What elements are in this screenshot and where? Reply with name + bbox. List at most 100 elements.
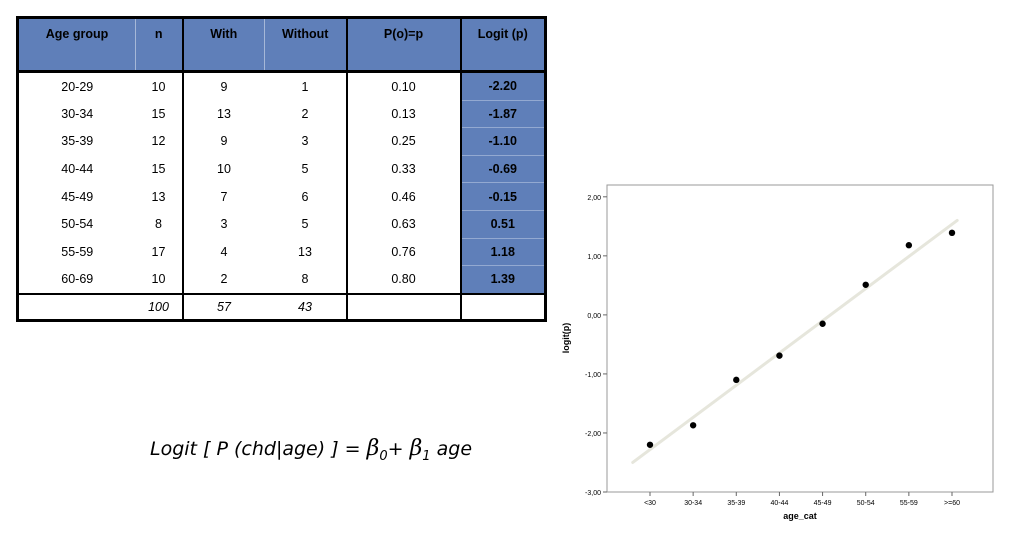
cell-logit: -1.10 xyxy=(459,127,546,156)
y-tick-label: 1,00 xyxy=(587,254,601,261)
x-tick-label: 45-49 xyxy=(814,500,832,507)
x-axis: <30 30-34 35-39 40-44 45-49 50-54 55-59 >=60 xyxy=(644,492,960,507)
total-n: 100 xyxy=(135,292,183,321)
cell-with: 10 xyxy=(181,155,265,183)
logit-scatter-chart: -3,00 -2,00 -1,00 0,00 1,00 2,00 <30 30-34 35-3… xyxy=(561,184,994,521)
cell-logit: -0.15 xyxy=(459,182,546,211)
cell-p: 0.25 xyxy=(345,127,461,156)
cell-without: 8 xyxy=(301,272,309,287)
cell-n: 15 xyxy=(151,162,166,177)
cell-n: 15 xyxy=(151,106,166,121)
cell-without: 13 xyxy=(298,244,312,259)
cell-with: 4 xyxy=(181,238,265,266)
cell-without: 1 xyxy=(301,79,309,94)
cell-p: 0.10 xyxy=(345,71,461,101)
totals-row: 100 57 43 xyxy=(17,292,546,321)
data-point xyxy=(776,352,783,359)
cell-age: 20-29 xyxy=(61,79,94,94)
header-without: Without xyxy=(264,17,347,73)
x-tick-label: 35-39 xyxy=(727,500,745,507)
total-age xyxy=(17,292,136,321)
cell-logit: 0.51 xyxy=(459,210,546,239)
cell-p: 0.63 xyxy=(345,210,461,239)
cell-age: 60-69 xyxy=(61,272,94,287)
cell-p: 0.13 xyxy=(345,100,461,128)
cell-with: 2 xyxy=(181,265,265,294)
cell-p: 0.80 xyxy=(345,265,461,294)
cell-logit: -2.20 xyxy=(459,71,546,101)
header-n: n xyxy=(135,17,183,73)
cell-without: 5 xyxy=(301,162,309,177)
cell-with: 9 xyxy=(181,127,265,156)
y-axis-label: logit(p) xyxy=(561,323,571,354)
total-with: 57 xyxy=(181,292,265,321)
table-row: 50-54 8 3 5 0.63 0.51 xyxy=(18,210,546,239)
y-tick-label: -2,00 xyxy=(585,431,601,438)
cell-logit: -0.69 xyxy=(459,155,546,184)
cell-p: 0.46 xyxy=(345,182,461,211)
data-points xyxy=(646,229,956,448)
cell-with: 9 xyxy=(181,71,265,101)
beta-zero-subscript: 0 xyxy=(379,448,388,464)
x-tick-label: 50-54 xyxy=(857,500,875,507)
data-point xyxy=(733,376,740,384)
y-tick-label: -3,00 xyxy=(585,490,601,497)
cell-age: 50-54 xyxy=(61,217,94,232)
formula-plus: + xyxy=(387,438,410,460)
table-row: 30-34 15 13 2 0.13 -1.87 xyxy=(18,100,546,129)
cell-age: 40-44 xyxy=(61,162,94,177)
fit-line xyxy=(631,218,959,464)
cell-age: 35-39 xyxy=(61,134,94,149)
cell-with: 3 xyxy=(181,210,265,239)
header-age-group: Age group xyxy=(17,17,136,73)
y-axis: -3,00 -2,00 -1,00 0,00 1,00 2,00 xyxy=(585,195,607,497)
x-tick-label: >=60 xyxy=(944,500,960,507)
header-with: With xyxy=(181,17,265,73)
cell-with: 13 xyxy=(181,100,265,128)
cell-logit: -1.87 xyxy=(459,100,546,129)
cell-age: 55-59 xyxy=(61,244,94,259)
table-row: 40-44 15 10 5 0.33 -0.69 xyxy=(18,155,546,184)
cell-p: 0.76 xyxy=(345,238,461,266)
table-row: 60-69 10 2 8 0.80 1.39 xyxy=(18,265,546,295)
x-axis-label: age_cat xyxy=(783,511,817,521)
x-tick-label: 30-34 xyxy=(684,500,702,507)
cell-age: 30-34 xyxy=(61,106,94,121)
formula-rhs: age xyxy=(430,438,473,460)
cell-n: 13 xyxy=(151,189,166,204)
table-row: 45-49 13 7 6 0.46 -0.15 xyxy=(18,182,546,211)
y-tick-label: -1,00 xyxy=(585,372,601,379)
beta-one-subscript: 1 xyxy=(422,448,431,464)
cell-n: 10 xyxy=(151,79,166,94)
total-p xyxy=(345,292,461,321)
table-row: 35-39 12 9 3 0.25 -1.10 xyxy=(18,127,546,156)
cell-with: 7 xyxy=(181,182,265,211)
data-point xyxy=(905,242,913,249)
cell-n: 8 xyxy=(155,217,162,232)
cell-n: 12 xyxy=(151,134,166,149)
cell-n: 10 xyxy=(151,272,166,287)
beta-zero-symbol: β xyxy=(366,436,380,461)
x-tick-label: 40-44 xyxy=(770,500,788,507)
y-tick-label: 0,00 xyxy=(587,313,601,320)
cell-without: 6 xyxy=(301,189,309,204)
header-logit: Logit (p) xyxy=(459,17,546,73)
table-row: 55-59 17 4 13 0.76 1.18 xyxy=(18,238,546,267)
age-group-table: Age group n With Without P(o)=p Logit (p… xyxy=(16,16,547,322)
cell-n: 17 xyxy=(151,244,166,259)
x-tick-label: <30 xyxy=(644,500,656,507)
logit-formula: Logit [ P (chd|age) ] = β0+ β1 age xyxy=(150,436,472,464)
cell-logit: 1.18 xyxy=(459,238,546,267)
data-point xyxy=(948,229,956,237)
table-row: 20-29 10 9 1 0.10 -2.20 xyxy=(18,71,546,101)
x-tick-label: 55-59 xyxy=(900,500,918,507)
cell-without: 2 xyxy=(301,106,309,121)
cell-p: 0.33 xyxy=(345,155,461,183)
data-point xyxy=(862,281,869,288)
cell-without: 5 xyxy=(301,217,309,232)
header-probability: P(o)=p xyxy=(345,17,461,73)
data-point xyxy=(689,422,697,429)
cell-without: 3 xyxy=(301,134,309,149)
beta-one-symbol: β xyxy=(409,436,423,461)
y-tick-label: 2,00 xyxy=(587,195,601,202)
